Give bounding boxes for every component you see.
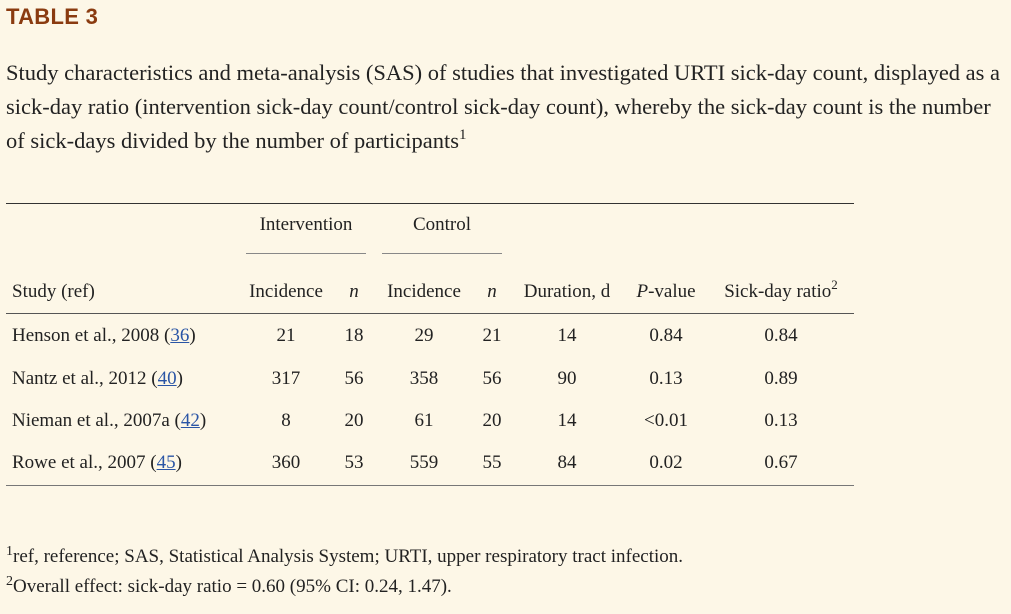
study-ref-close: ) <box>175 452 182 473</box>
study-ref-close: ) <box>199 410 207 431</box>
cell-duration: 84 <box>557 452 577 473</box>
footnote-2-text: Overall effect: sick-day ratio = 0.60 (9… <box>13 576 452 597</box>
cell-p-value: 0.13 <box>649 368 683 389</box>
column-header-sick-day-ratio: Sick-day ratio2 <box>724 278 838 303</box>
table-header-rule <box>6 313 854 314</box>
column-header-control-n: n <box>487 281 497 302</box>
cell-p-value: 0.84 <box>649 325 683 346</box>
cell-sick-day-ratio: 0.13 <box>764 410 798 431</box>
footnote-2: 2Overall effect: sick-day ratio = 0.60 (… <box>6 574 452 598</box>
cell-control-incidence: 358 <box>409 368 439 389</box>
table-top-rule <box>6 203 854 204</box>
cell-study: Nantz et al., 2012 (40) <box>12 368 183 390</box>
cell-sick-day-ratio: 0.67 <box>764 452 798 473</box>
caption-text: Study characteristics and meta-analysis … <box>6 60 1001 153</box>
reference-link[interactable]: 36 <box>170 325 190 346</box>
cell-duration: 90 <box>557 368 577 389</box>
footnote-1-text: ref, reference; SAS, Statistical Analysi… <box>13 546 684 567</box>
footnote-1-marker: 1 <box>6 544 13 559</box>
cell-intervention-incidence: 21 <box>276 325 296 346</box>
column-header-intervention-n: n <box>349 281 359 302</box>
group-header-intervention: Intervention <box>259 214 353 235</box>
cell-intervention-n: 53 <box>344 452 364 473</box>
footnote-1: 1ref, reference; SAS, Statistical Analys… <box>6 544 684 568</box>
group-rule-control <box>382 253 502 254</box>
reference-link[interactable]: 45 <box>156 452 176 473</box>
cell-p-value: 0.02 <box>649 452 683 473</box>
reference-link[interactable]: 40 <box>157 368 177 389</box>
cell-study: Nieman et al., 2007a (42) <box>12 410 206 432</box>
cell-intervention-n: 20 <box>344 410 364 431</box>
cell-control-n: 20 <box>482 410 502 431</box>
cell-control-incidence: 61 <box>414 410 434 431</box>
cell-control-n: 21 <box>482 325 502 346</box>
cell-intervention-incidence: 8 <box>281 410 291 431</box>
footnote-2-marker: 2 <box>6 574 13 589</box>
cell-study: Henson et al., 2008 (36) <box>12 325 196 347</box>
cell-intervention-n: 18 <box>344 325 364 346</box>
group-rule-intervention <box>246 253 366 254</box>
table-caption: Study characteristics and meta-analysis … <box>6 56 1006 158</box>
study-name: Rowe et al., 2007 ( <box>12 452 157 473</box>
sick-day-ratio-footnote-marker: 2 <box>831 277 838 292</box>
cell-control-incidence: 559 <box>409 452 439 473</box>
reference-link[interactable]: 42 <box>180 410 200 431</box>
cell-sick-day-ratio: 0.84 <box>764 325 798 346</box>
sick-day-ratio-label: Sick-day ratio <box>724 281 832 302</box>
column-header-duration: Duration, d <box>523 281 611 302</box>
table-label: TABLE 3 <box>6 4 99 29</box>
cell-intervention-incidence: 317 <box>271 368 301 389</box>
cell-p-value: <0.01 <box>644 410 688 431</box>
cell-control-n: 56 <box>482 368 502 389</box>
study-name: Henson et al., 2008 ( <box>12 325 171 346</box>
cell-duration: 14 <box>557 410 577 431</box>
column-header-study: Study (ref) <box>12 281 95 302</box>
column-header-control-incidence: Incidence <box>387 281 461 302</box>
study-name: Nieman et al., 2007a ( <box>12 410 181 431</box>
cell-duration: 14 <box>557 325 577 346</box>
study-ref-close: ) <box>189 325 196 346</box>
column-header-intervention-incidence: Incidence <box>249 281 323 302</box>
study-ref-close: ) <box>176 368 183 389</box>
cell-control-n: 55 <box>482 452 502 473</box>
cell-intervention-n: 56 <box>344 368 364 389</box>
p-value-italic-p: P <box>636 281 649 302</box>
cell-control-incidence: 29 <box>414 325 434 346</box>
caption-footnote-marker: 1 <box>459 127 467 143</box>
p-value-suffix: -value <box>648 281 696 302</box>
table-bottom-rule <box>6 485 854 486</box>
cell-study: Rowe et al., 2007 (45) <box>12 452 182 474</box>
cell-sick-day-ratio: 0.89 <box>764 368 798 389</box>
group-header-control: Control <box>412 214 472 235</box>
study-name: Nantz et al., 2012 ( <box>12 368 158 389</box>
column-header-p-value: P-value <box>636 281 695 303</box>
cell-intervention-incidence: 360 <box>271 452 301 473</box>
